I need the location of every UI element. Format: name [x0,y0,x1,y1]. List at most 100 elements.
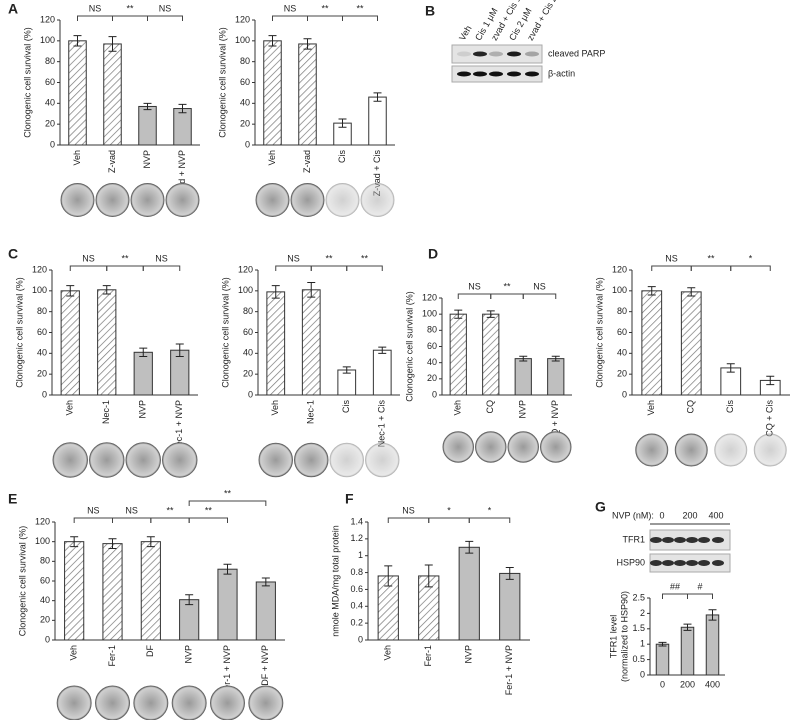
x-tick-label: NVP [518,400,528,419]
error-bar [338,118,347,128]
significance-label: # [697,581,702,591]
x-tick-label: Nec-1 [306,400,316,424]
y-tick-label: 0.8 [350,567,363,577]
y-tick-label: 60 [37,327,47,337]
y-tick-label: 60 [240,77,250,87]
lane-label: 200 [682,510,697,520]
colony-plate [52,442,88,478]
significance-bracket [387,517,430,523]
colony-plate [130,183,165,217]
significance-bracket [730,265,771,271]
x-tick-label: Veh [69,645,79,661]
y-tick-label: 80 [40,556,50,566]
x-tick-label: NVP [138,400,148,419]
y-tick-label: 120 [422,292,437,302]
y-tick-label: 80 [427,325,437,335]
error-bar [178,103,187,114]
error-bar [658,641,667,647]
error-bar [342,366,351,374]
y-tick-label: 60 [617,327,627,337]
blot-band [662,560,674,566]
error-bar [384,565,393,587]
bar [458,546,480,641]
error-bar [465,540,474,554]
x-tick-label: 400 [705,679,720,689]
significance-label: * [488,505,492,515]
y-tick-label: 1 [640,639,645,649]
significance-bracket [188,500,267,506]
error-bar [486,310,495,318]
error-bar [683,623,692,631]
y-tick-label: 0.5 [632,654,645,664]
significance-label: ## [670,581,680,591]
bar [514,358,532,396]
bar [173,108,192,146]
error-bar [271,285,280,299]
x-tick-label: Z-vad [302,150,312,173]
y-tick-label: 20 [240,119,250,129]
x-tick-label: Fer-1 + NVP [504,645,514,695]
bar [133,351,153,396]
error-bar [378,346,387,354]
y-tick-label: 100 [40,35,55,45]
y-tick-label: 0 [358,634,363,644]
error-bar [223,563,232,575]
significance-bracket [346,265,383,271]
bar [68,40,87,146]
significance-label: NS [533,281,546,291]
panel-label: F [345,491,354,507]
blot-band [489,71,503,77]
significance-label: ** [166,505,174,515]
significance-bracket [147,15,183,21]
y-tick-label: 0.2 [350,618,363,628]
y-tick-label: 2 [640,608,645,618]
y-tick-label: 80 [37,306,47,316]
bar [179,599,200,641]
significance-bracket [310,265,348,271]
y-tick-label: 100 [32,285,47,295]
error-bar [146,536,155,548]
blot-header: NVP (nM): [612,510,654,520]
y-tick-label: 40 [45,98,55,108]
x-tick-label: CQ [485,400,495,414]
error-bar [726,363,735,373]
blot-band [489,51,503,57]
colony-plate [674,433,708,467]
x-tick-label: Fer-1 [107,645,117,667]
colony-plate [329,442,364,478]
x-tick-label: Fer-1 + NVP [222,645,232,695]
blot-band [674,537,686,543]
y-tick-label: 1.2 [350,533,363,543]
error-bar [102,285,111,295]
y-tick-label: 0 [50,139,55,149]
bar [266,291,286,396]
bar [372,349,392,396]
significance-bracket [687,593,713,599]
lane-label: 400 [708,510,723,520]
significance-label: NS [82,253,95,263]
significance-label: ** [205,505,213,515]
x-tick-label: Veh [646,400,656,416]
x-tick-label: NVP [142,150,152,169]
colony-plate [210,685,245,720]
colony-plate [255,183,290,217]
x-tick-label: DF + NVP [260,645,270,686]
error-bar [551,355,560,362]
bar [298,43,317,146]
significance-bracket [77,15,113,21]
significance-label: NS [89,3,102,13]
error-bar [108,36,117,52]
significance-label: NS [284,3,297,13]
x-tick-label: Veh [383,645,393,661]
blot-band [662,537,674,543]
y-tick-label: 60 [243,327,253,337]
y-tick-label: 120 [235,14,250,24]
y-tick-label: 40 [243,348,253,358]
significance-bracket [275,265,312,271]
blot-band [507,51,521,57]
error-bar [373,92,382,102]
y-tick-label: 100 [238,285,253,295]
y-tick-label: 0.6 [350,584,363,594]
significance-label: NS [468,281,481,291]
